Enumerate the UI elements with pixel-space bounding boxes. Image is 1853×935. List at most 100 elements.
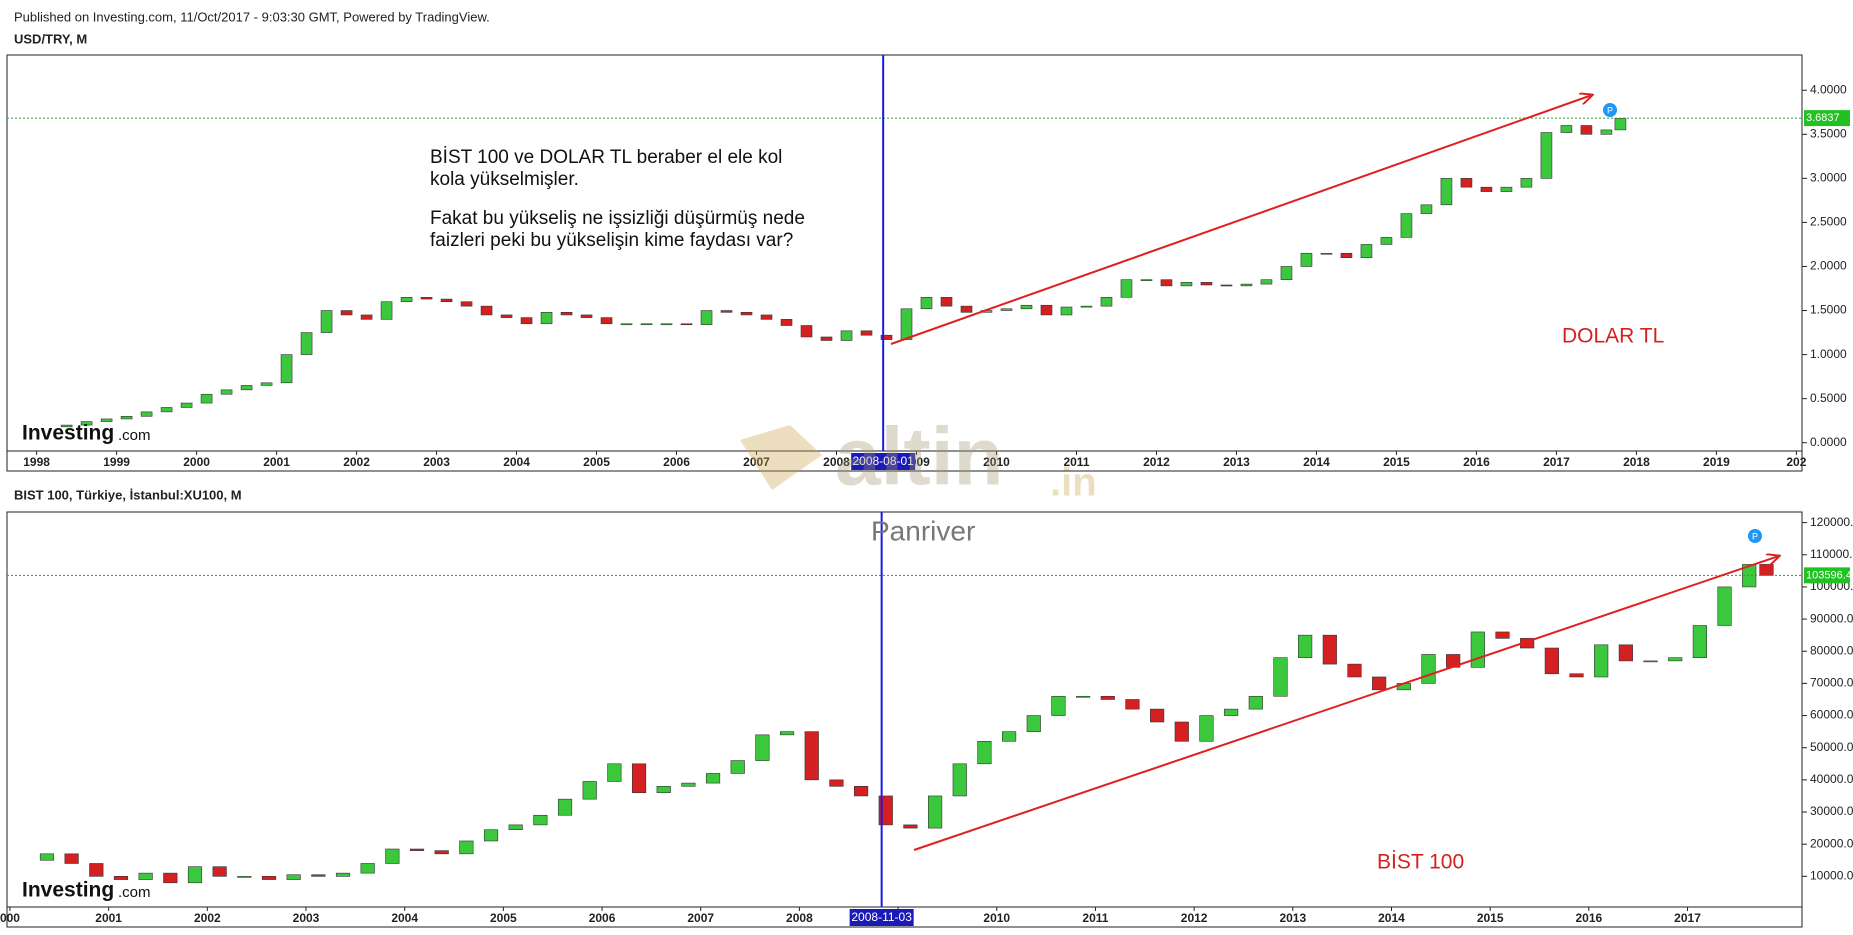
candle (977, 740, 992, 765)
candle (1440, 178, 1453, 206)
candle (120, 415, 133, 420)
x-tick-label: 2019 (1703, 455, 1730, 469)
candle (1560, 125, 1573, 133)
candle (39, 853, 55, 861)
candle (580, 314, 593, 318)
pin: P P (1603, 103, 1762, 543)
candle (1614, 118, 1627, 131)
y-tick-label: 10000.00 (1810, 869, 1853, 883)
candle (286, 874, 301, 880)
candle (1000, 308, 1013, 311)
candle (952, 763, 967, 797)
candle (1076, 695, 1091, 698)
candle (840, 330, 853, 341)
x-tick-label: 2014 (1303, 455, 1330, 469)
x-tick-label: 2012 (1143, 455, 1170, 469)
panel: 10000.00 20000.00 30000.00 40000.00 50000.00… (0, 511, 1853, 928)
y-tick-label: 120000.00 (1810, 515, 1853, 529)
candle (237, 876, 252, 878)
watermark-logo (740, 425, 822, 490)
price-label: 3.6837 (1806, 112, 1840, 124)
candle (220, 389, 233, 395)
candle (60, 424, 73, 428)
candle (1540, 132, 1553, 179)
candle (1200, 282, 1213, 286)
candle (480, 305, 493, 316)
candle (779, 731, 795, 736)
candle (620, 323, 633, 326)
candle (1026, 715, 1041, 732)
x-tick-label: 2006 (589, 911, 616, 925)
x-tick-label: 2005 (490, 911, 517, 925)
candle (385, 848, 400, 864)
candle (163, 872, 178, 884)
candle (1100, 297, 1113, 307)
y-tick-label: 0.5000 (1810, 391, 1847, 405)
x-tick-label: 2018 (1623, 455, 1650, 469)
candle (730, 760, 745, 774)
candle (240, 385, 253, 391)
x-tick-label: 2002 (194, 911, 221, 925)
price-label: 103596.40 (1806, 569, 1853, 581)
date-box (851, 453, 916, 470)
logo: Investing .com Investing .com (22, 422, 151, 902)
candle (755, 734, 770, 761)
y-tick-label: 1.0000 (1810, 347, 1847, 361)
candle (1320, 252, 1333, 255)
candle (311, 874, 326, 877)
candle (409, 848, 425, 851)
candle (1160, 279, 1173, 287)
x-tick-label: 2010 (983, 911, 1010, 925)
candle (1020, 304, 1033, 310)
pin-circle (1603, 103, 1617, 117)
candle (780, 319, 793, 326)
logo-text: Investing (22, 422, 114, 445)
header: Published on Investing.com, 11/Oct/2017 … (14, 9, 490, 24)
candle (100, 418, 113, 422)
trend-arrow (890, 95, 1592, 345)
candle (483, 829, 499, 842)
candle (533, 814, 548, 826)
x-tick-label: 2016 (1575, 911, 1602, 925)
watermark-text: altin (835, 412, 1004, 503)
candle (340, 310, 353, 316)
y-tick-label: 30000.00 (1810, 804, 1853, 818)
candle (459, 840, 474, 855)
note-line: Fakat bu yükseliş ne işsizliği düşürmüş … (430, 208, 805, 229)
y-tick-label: 110000.00 (1810, 547, 1853, 561)
candle (1220, 284, 1233, 287)
candle (80, 421, 93, 426)
candle (740, 312, 753, 316)
candle (280, 354, 293, 384)
candle (1520, 178, 1533, 188)
y-tick-label: 4.0000 (1810, 82, 1847, 96)
candle (680, 323, 693, 326)
price-box (1804, 110, 1850, 127)
candle (1460, 178, 1473, 188)
x-tick-label: 2017 (1543, 455, 1570, 469)
candle (420, 297, 433, 300)
x-tick-label: 1999 (103, 455, 130, 469)
logo-text: Investing (22, 879, 114, 902)
candle (1100, 695, 1115, 700)
y-tick-label: 3.0000 (1810, 171, 1847, 185)
candle (1280, 266, 1293, 280)
annotation: DOLAR TL (1562, 325, 1664, 348)
note: BİST 100 ve DOLAR TL beraber el ele kol … (430, 147, 805, 251)
candle (500, 314, 513, 318)
date-box (849, 909, 914, 926)
candle (180, 402, 193, 408)
candle (1120, 279, 1133, 298)
candle (1248, 695, 1263, 710)
candle (1002, 731, 1017, 742)
candle (1495, 631, 1510, 639)
candle (1668, 657, 1683, 662)
candle (260, 382, 273, 386)
y-tick-label: 80000.00 (1810, 643, 1853, 657)
candle (1380, 237, 1393, 245)
date-label: 2008-08-01 (852, 454, 914, 468)
candle (1500, 186, 1513, 192)
panel-frame (6, 511, 1803, 928)
x-tick-label: 2001 (263, 455, 290, 469)
candle (1199, 715, 1214, 742)
